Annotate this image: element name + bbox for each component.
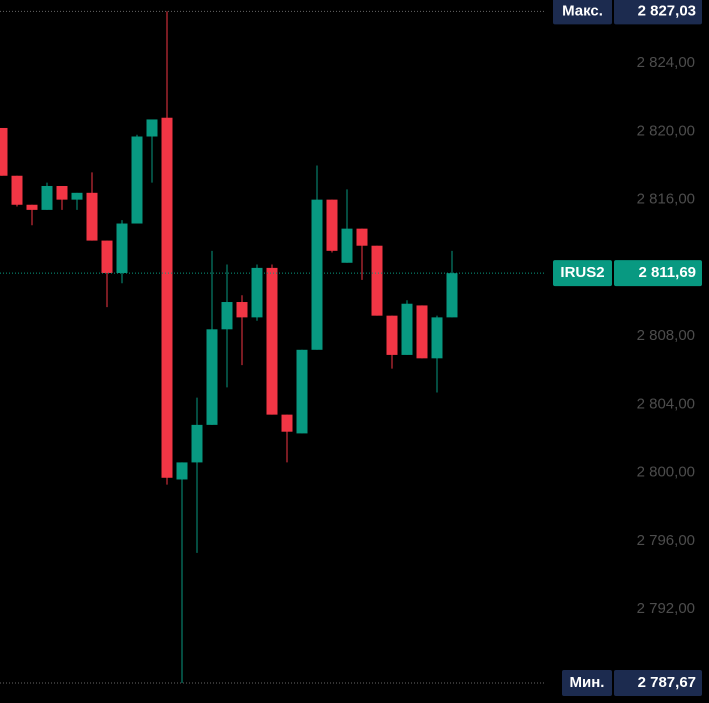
candle-body: [311, 199, 323, 350]
candle-body: [386, 315, 398, 355]
marker-value-box: [614, 670, 702, 697]
candle-body: [131, 136, 143, 224]
marker-label-box: [562, 670, 612, 697]
candle-body: [221, 302, 233, 330]
candle-body: [86, 192, 98, 241]
candle-body: [341, 228, 353, 263]
marker-value: 2 787,67: [638, 674, 696, 691]
marker-value-box: [614, 0, 702, 25]
marker-value-box: [614, 260, 702, 287]
y-tick-label: 2 796,00: [637, 532, 695, 549]
y-tick-label: 2 792,00: [637, 600, 695, 617]
candle-body: [26, 204, 38, 210]
marker-label: IRUS2: [560, 264, 604, 281]
y-tick-label: 2 824,00: [637, 54, 695, 71]
candle-body: [101, 240, 113, 274]
candle-body: [446, 273, 458, 318]
candle-body: [266, 267, 278, 415]
candle-body: [191, 424, 203, 463]
candle-body: [416, 305, 428, 359]
y-tick-label: 2 820,00: [637, 122, 695, 139]
candle-body: [56, 185, 68, 200]
candle-body: [146, 119, 158, 137]
candle-body: [326, 199, 338, 251]
candle-body: [431, 317, 443, 359]
candle-body: [41, 185, 53, 210]
marker-label-box: [553, 0, 612, 25]
candle-body: [296, 349, 308, 434]
candle-body: [281, 414, 293, 432]
candle-body: [401, 303, 413, 355]
candle-body: [356, 228, 368, 246]
marker-label: Макс.: [562, 2, 603, 19]
candle-body: [161, 117, 173, 478]
y-tick-label: 2 800,00: [637, 464, 695, 481]
candle-body: [0, 127, 8, 176]
candle-body: [11, 175, 23, 205]
y-tick-label: 2 816,00: [637, 191, 695, 208]
marker-label-box: [553, 260, 612, 287]
candle-body: [371, 245, 383, 316]
y-tick-label: 2 804,00: [637, 395, 695, 412]
candle-body: [71, 192, 83, 200]
marker-value: 2 811,69: [638, 264, 696, 281]
candle-body: [236, 302, 248, 318]
candle-body: [176, 462, 188, 480]
candle-body: [116, 223, 128, 274]
candle-body: [206, 329, 218, 425]
candle-body: [251, 267, 263, 318]
marker-label: Мин.: [570, 674, 605, 691]
y-tick-label: 2 808,00: [637, 327, 695, 344]
marker-value: 2 827,03: [638, 2, 696, 19]
